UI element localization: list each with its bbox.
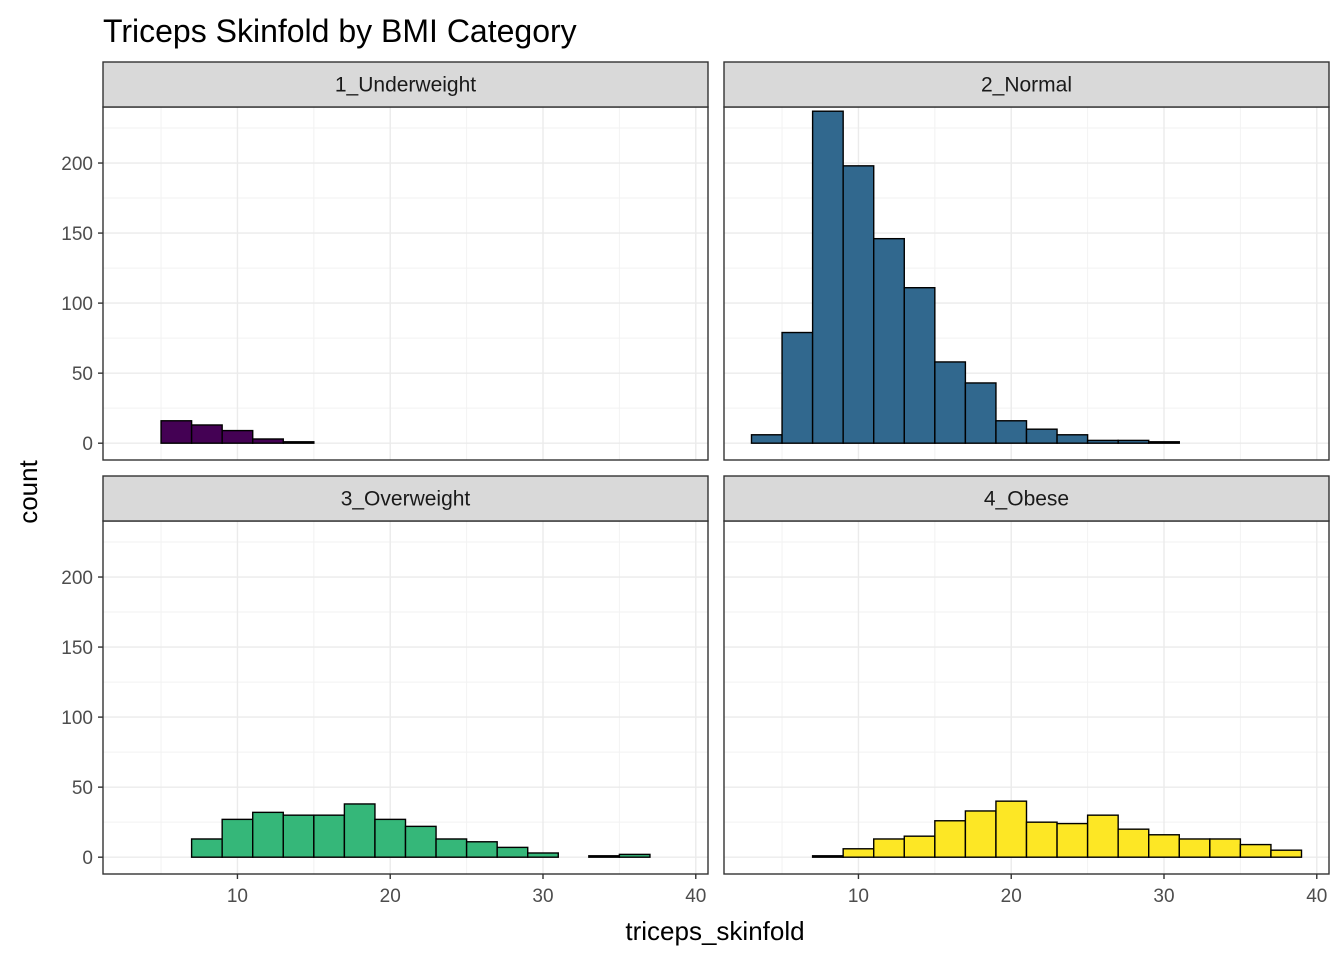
histogram-bar (995, 800, 1028, 858)
y-axis-title: count (13, 459, 43, 523)
histogram-bar (435, 838, 468, 858)
histogram-bar (934, 361, 967, 444)
histogram-bar (160, 420, 193, 444)
histogram-bar (1239, 843, 1272, 858)
y-tick-label: 50 (72, 778, 93, 799)
histogram-bar (964, 382, 997, 444)
histogram-bar (873, 838, 905, 858)
y-tick-label: 100 (61, 708, 93, 729)
histogram-bar (1025, 428, 1058, 444)
x-tick-label: 30 (1153, 886, 1174, 907)
facet-strip (723, 475, 1330, 522)
histogram-bar (374, 818, 407, 858)
panel-background (103, 521, 708, 874)
panel-background (103, 107, 708, 460)
histogram-bar (781, 331, 814, 444)
histogram-bar (221, 429, 254, 444)
histogram-bar (842, 848, 875, 858)
histogram-bar (282, 814, 315, 858)
histogram-bar (1270, 849, 1303, 858)
histogram-bar (1056, 434, 1089, 444)
histogram-bar (934, 820, 967, 858)
histogram-bar (1209, 838, 1242, 858)
facet-panel: 3_Overweight 0 50 100 150 200 10 20 30 40 (61, 475, 709, 907)
histogram-bar (903, 287, 936, 444)
x-axis-title: triceps_skinfold (625, 916, 804, 946)
histogram-bar (221, 818, 254, 858)
x-tick-label: 30 (532, 886, 553, 907)
histogram-bar (811, 110, 844, 444)
facet-panel: 4_Obese 10 20 30 40 (723, 475, 1330, 907)
y-tick-label: 50 (72, 364, 93, 385)
chart-title: Triceps Skinfold by BMI Category (103, 13, 577, 49)
x-tick-label: 20 (1001, 886, 1022, 907)
histogram-bar (1117, 439, 1150, 444)
histogram-bar (1117, 828, 1150, 858)
histogram-bar (1178, 838, 1211, 858)
histogram-bar (252, 438, 284, 444)
histogram-bar (873, 237, 905, 444)
histogram-bar (964, 810, 997, 858)
histogram-bar (1148, 441, 1180, 444)
facet-strip-label: 2_Normal (981, 74, 1072, 97)
facet-panels: 1_Underweight0501001502002_Normal3_Overw… (61, 61, 1330, 907)
histogram-bar (282, 441, 315, 444)
x-tick-label: 20 (380, 886, 401, 907)
facet-strip-label: 4_Obese (984, 488, 1069, 511)
histogram-bar (190, 424, 223, 444)
histogram-bar (842, 165, 875, 444)
histogram-bar (404, 825, 437, 858)
histogram-bar (496, 846, 529, 858)
histogram-bar (588, 855, 621, 858)
facet-strip (723, 61, 1330, 108)
x-tick-label: 10 (227, 886, 248, 907)
histogram-bar (1086, 439, 1119, 444)
x-tick-label: 40 (1306, 886, 1327, 907)
histogram-bar (465, 841, 498, 858)
x-tick-label: 10 (848, 886, 869, 907)
y-tick-label: 0 (82, 848, 93, 869)
histogram-bar (903, 835, 936, 858)
histogram-bar (618, 853, 651, 858)
histogram-bar (750, 434, 783, 444)
y-tick-label: 150 (61, 638, 93, 659)
facet-strip (102, 61, 709, 108)
histogram-bar (1056, 822, 1089, 858)
histogram-bar (811, 855, 844, 858)
histogram-bar (527, 852, 559, 858)
histogram-bar (1148, 834, 1180, 858)
histogram-bar (995, 420, 1028, 444)
y-tick-label: 200 (61, 568, 93, 589)
y-tick-label: 0 (82, 434, 93, 455)
facet-strip (102, 475, 709, 522)
facet-panel: 2_Normal (723, 61, 1330, 461)
histogram-bar (313, 814, 346, 858)
y-tick-label: 100 (61, 294, 93, 315)
histogram-bar (190, 838, 223, 858)
histogram-bar (343, 803, 376, 858)
facet-strip-label: 1_Underweight (335, 74, 476, 97)
histogram-bar (252, 811, 284, 858)
y-tick-label: 150 (61, 224, 93, 245)
y-tick-label: 200 (61, 154, 93, 175)
x-tick-label: 40 (685, 886, 706, 907)
facet-strip-label: 3_Overweight (341, 488, 471, 511)
histogram-bar (1086, 814, 1119, 858)
histogram-bar (1025, 821, 1058, 858)
facet-panel: 1_Underweight 0 50 100 150 200 (61, 61, 709, 461)
